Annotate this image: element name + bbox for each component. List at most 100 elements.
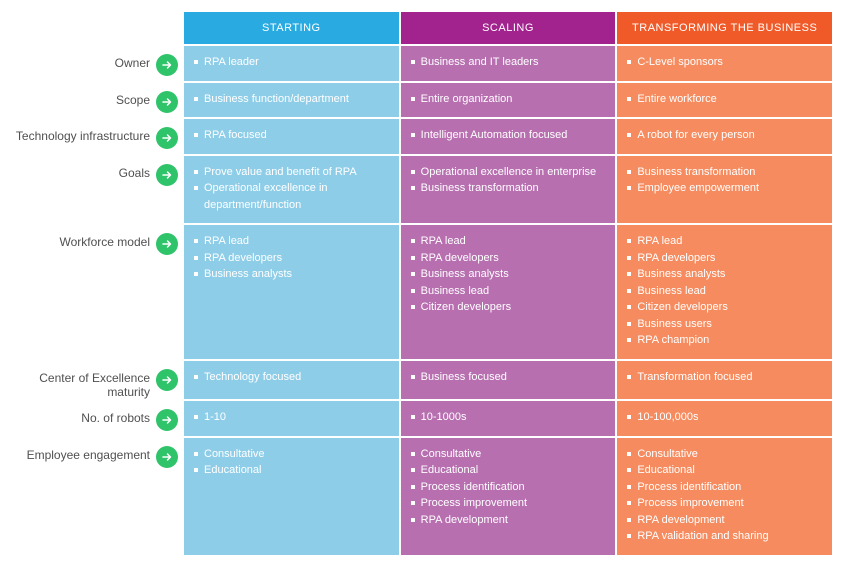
bullet-item: Business analysts bbox=[407, 266, 606, 283]
bullet-item: Business function/department bbox=[190, 91, 389, 108]
row-label-engagement: Employee engagement bbox=[12, 438, 182, 555]
bullet-list: Operational excellence in enterpriseBusi… bbox=[407, 164, 606, 197]
row-label-robots: No. of robots bbox=[12, 401, 182, 436]
bullet-item: Citizen developers bbox=[407, 299, 606, 316]
bullet-item: Process identification bbox=[623, 479, 822, 496]
bullet-item: RPA developers bbox=[190, 250, 389, 267]
bullet-item: Transformation focused bbox=[623, 369, 822, 386]
bullet-list: ConsultativeEducationalProcess identific… bbox=[623, 446, 822, 545]
bullet-item: RPA leader bbox=[190, 54, 389, 71]
row-label-text: Goals bbox=[119, 162, 150, 180]
cell-goals-scaling: Operational excellence in enterpriseBusi… bbox=[401, 156, 616, 224]
arrow-right-icon bbox=[156, 91, 178, 113]
arrow-right-icon bbox=[156, 409, 178, 431]
bullet-item: Educational bbox=[623, 462, 822, 479]
bullet-item: RPA developers bbox=[407, 250, 606, 267]
bullet-item: RPA development bbox=[623, 512, 822, 529]
bullet-list: C-Level sponsors bbox=[623, 54, 822, 71]
cell-coe-transforming: Transformation focused bbox=[617, 361, 832, 400]
arrow-right-icon bbox=[156, 233, 178, 255]
cell-robots-scaling: 10-1000s bbox=[401, 401, 616, 436]
cell-scope-starting: Business function/department bbox=[184, 83, 399, 118]
cell-workforce-starting: RPA leadRPA developersBusiness analysts bbox=[184, 225, 399, 359]
cell-engagement-transforming: ConsultativeEducationalProcess identific… bbox=[617, 438, 832, 555]
bullet-list: 10-100,000s bbox=[623, 409, 822, 426]
row-label-text: Owner bbox=[115, 52, 150, 70]
cell-workforce-transforming: RPA leadRPA developersBusiness analystsB… bbox=[617, 225, 832, 359]
bullet-item: Business and IT leaders bbox=[407, 54, 606, 71]
bullet-item: Business analysts bbox=[190, 266, 389, 283]
bullet-item: Business lead bbox=[623, 283, 822, 300]
bullet-item: A robot for every person bbox=[623, 127, 822, 144]
bullet-item: Business lead bbox=[407, 283, 606, 300]
cell-coe-scaling: Business focused bbox=[401, 361, 616, 400]
cell-goals-starting: Prove value and benefit of RPAOperationa… bbox=[184, 156, 399, 224]
bullet-item: Technology focused bbox=[190, 369, 389, 386]
bullet-list: Transformation focused bbox=[623, 369, 822, 386]
cell-owner-starting: RPA leader bbox=[184, 46, 399, 81]
bullet-item: RPA developers bbox=[623, 250, 822, 267]
maturity-grid: STARTINGSCALINGTRANSFORMING THE BUSINESS… bbox=[12, 12, 832, 555]
cell-scope-scaling: Entire organization bbox=[401, 83, 616, 118]
bullet-item: Educational bbox=[190, 462, 389, 479]
bullet-list: RPA leadRPA developersBusiness analystsB… bbox=[623, 233, 822, 349]
cell-scope-transforming: Entire workforce bbox=[617, 83, 832, 118]
bullet-item: Citizen developers bbox=[623, 299, 822, 316]
bullet-item: Entire organization bbox=[407, 91, 606, 108]
row-label-text: Scope bbox=[116, 89, 150, 107]
arrow-right-icon bbox=[156, 164, 178, 186]
cell-coe-starting: Technology focused bbox=[184, 361, 399, 400]
bullet-item: Business transformation bbox=[407, 180, 606, 197]
bullet-list: Technology focused bbox=[190, 369, 389, 386]
cell-engagement-scaling: ConsultativeEducationalProcess identific… bbox=[401, 438, 616, 555]
bullet-item: Business analysts bbox=[623, 266, 822, 283]
bullet-item: Consultative bbox=[190, 446, 389, 463]
bullet-item: Intelligent Automation focused bbox=[407, 127, 606, 144]
cell-tech-infra-scaling: Intelligent Automation focused bbox=[401, 119, 616, 154]
bullet-item: Business transformation bbox=[623, 164, 822, 181]
bullet-list: Business and IT leaders bbox=[407, 54, 606, 71]
cell-goals-transforming: Business transformationEmployee empowerm… bbox=[617, 156, 832, 224]
bullet-list: RPA focused bbox=[190, 127, 389, 144]
bullet-item: Employee empowerment bbox=[623, 180, 822, 197]
bullet-list: Prove value and benefit of RPAOperationa… bbox=[190, 164, 389, 214]
cell-owner-transforming: C-Level sponsors bbox=[617, 46, 832, 81]
arrow-right-icon bbox=[156, 446, 178, 468]
bullet-list: Business function/department bbox=[190, 91, 389, 108]
bullet-item: Consultative bbox=[623, 446, 822, 463]
bullet-list: Business transformationEmployee empowerm… bbox=[623, 164, 822, 197]
col-header-starting: STARTING bbox=[184, 12, 399, 44]
bullet-list: ConsultativeEducationalProcess identific… bbox=[407, 446, 606, 529]
bullet-item: Consultative bbox=[407, 446, 606, 463]
bullet-item: 1-10 bbox=[190, 409, 389, 426]
bullet-item: Educational bbox=[407, 462, 606, 479]
bullet-item: Process improvement bbox=[407, 495, 606, 512]
bullet-item: RPA champion bbox=[623, 332, 822, 349]
bullet-list: RPA leader bbox=[190, 54, 389, 71]
col-header-transforming: TRANSFORMING THE BUSINESS bbox=[617, 12, 832, 44]
bullet-list: Intelligent Automation focused bbox=[407, 127, 606, 144]
bullet-list: RPA leadRPA developersBusiness analysts bbox=[190, 233, 389, 283]
bullet-list: 10-1000s bbox=[407, 409, 606, 426]
bullet-item: RPA validation and sharing bbox=[623, 528, 822, 545]
bullet-list: Entire organization bbox=[407, 91, 606, 108]
bullet-item: Business focused bbox=[407, 369, 606, 386]
row-label-text: No. of robots bbox=[81, 407, 150, 425]
arrow-right-icon bbox=[156, 54, 178, 76]
row-label-goals: Goals bbox=[12, 156, 182, 224]
bullet-item: RPA lead bbox=[190, 233, 389, 250]
cell-owner-scaling: Business and IT leaders bbox=[401, 46, 616, 81]
bullet-item: Entire workforce bbox=[623, 91, 822, 108]
cell-engagement-starting: ConsultativeEducational bbox=[184, 438, 399, 555]
bullet-item: Operational excellence in department/fun… bbox=[190, 180, 389, 213]
bullet-item: RPA development bbox=[407, 512, 606, 529]
row-label-text: Center of Excellence maturity bbox=[12, 367, 150, 400]
row-label-coe: Center of Excellence maturity bbox=[12, 361, 182, 400]
bullet-item: Process identification bbox=[407, 479, 606, 496]
row-label-workforce: Workforce model bbox=[12, 225, 182, 359]
cell-robots-starting: 1-10 bbox=[184, 401, 399, 436]
bullet-item: Process improvement bbox=[623, 495, 822, 512]
cell-workforce-scaling: RPA leadRPA developersBusiness analystsB… bbox=[401, 225, 616, 359]
row-label-scope: Scope bbox=[12, 83, 182, 118]
row-label-text: Workforce model bbox=[60, 231, 150, 249]
